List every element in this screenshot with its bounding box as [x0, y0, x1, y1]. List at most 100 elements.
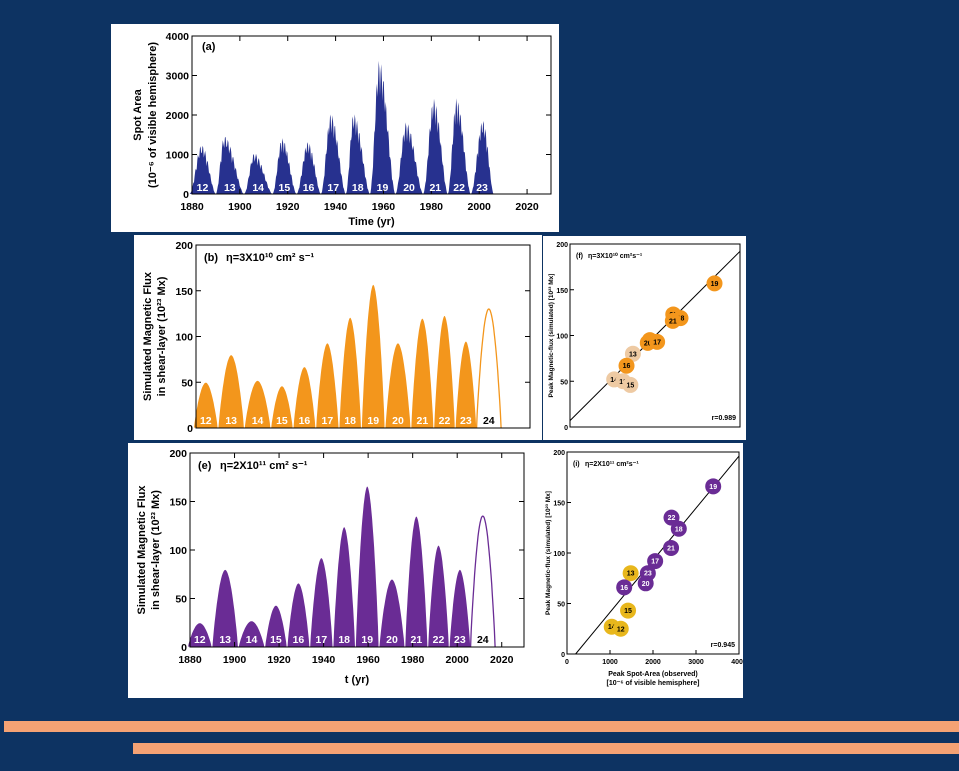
cycle-label: 22 — [453, 182, 465, 194]
chart-f-ytick-label: 0 — [564, 425, 568, 432]
chart-a-xtick-label: 1880 — [180, 201, 204, 213]
chart-i-point-label: 22 — [668, 515, 676, 522]
chart-b-ytick-label: 50 — [181, 377, 193, 389]
chart-i-xtick-label: 0 — [565, 659, 569, 666]
chart-b-cycle-15 — [270, 385, 294, 429]
chart-f-point-label: 16 — [623, 363, 631, 370]
chart-f-point-label: 13 — [629, 351, 637, 358]
cycle-label: 23 — [454, 634, 466, 646]
cycle-label: 19 — [367, 415, 379, 427]
chart-f: 050100150200192218212320171316141215(f)η… — [548, 242, 741, 432]
chart-e-cycle-16 — [286, 582, 311, 648]
chart-a-ytick-label: 1000 — [166, 150, 190, 162]
chart-b-cycle-24 — [475, 308, 502, 429]
chart-i-xtick-label: 1000 — [602, 659, 618, 666]
chart-b-cycle-16 — [292, 366, 317, 429]
spot-area-cycle-14 — [243, 153, 273, 194]
chart-a-ytick-label: 3000 — [166, 71, 190, 83]
chart-e-ylabel-line2: in shear-layer (10²³ Mx) — [150, 490, 162, 610]
cycle-label: 24 — [483, 415, 495, 427]
spot-area-cycle-19 — [369, 60, 396, 195]
cycle-label: 15 — [276, 415, 288, 427]
chart-f-point-label: 17 — [653, 339, 661, 346]
cycle-label: 21 — [429, 182, 441, 194]
chart-f-ytick-label: 50 — [560, 379, 568, 386]
chart-f-ytick-label: 150 — [556, 288, 568, 295]
chart-i-point-label: 23 — [644, 571, 652, 578]
chart-a-xtick-label: 1900 — [228, 201, 252, 213]
chart-i-point-19 — [705, 478, 722, 495]
cycle-label: 24 — [477, 634, 489, 646]
decorative-stripe-bottom — [133, 743, 959, 754]
chart-f-ytick-label: 200 — [556, 242, 568, 249]
chart-f-point-16 — [618, 357, 635, 374]
chart-b-cycle-22 — [433, 315, 456, 429]
chart-b-ytick-label: 200 — [175, 240, 193, 252]
chart-f-point-label: 19 — [711, 281, 719, 288]
spot-area-cycle-16 — [296, 142, 321, 194]
cycle-label: 15 — [270, 634, 282, 646]
cycle-label: 13 — [225, 415, 237, 427]
chart-i: 05010015020001000200030004000Peak Spot-A… — [545, 450, 747, 687]
cycle-label: 12 — [194, 634, 206, 646]
chart-a-xtick-label: 1920 — [276, 201, 300, 213]
chart-i-point-13 — [622, 565, 639, 582]
chart-e-eta-text: η=2X10¹¹ cm² s⁻¹ — [220, 460, 308, 472]
chart-i-point-label: 13 — [627, 571, 635, 578]
chart-e-cycle-24 — [469, 515, 496, 648]
chart-i-xtick-label: 4000 — [731, 659, 743, 666]
chart-e-ylabel-line1: Simulated Magnetic Flux — [136, 485, 148, 615]
chart-e-cycle-23 — [448, 568, 472, 648]
panel-b: 0 50 100 150 200 12 13 14 15 16 17 18 19 20 21 22 23 24 (b… — [134, 235, 542, 440]
chart-a-xtick-label: 1980 — [420, 201, 444, 213]
chart-e-cycle-12 — [187, 622, 213, 648]
chart-a-ytick-label: 0 — [183, 189, 189, 201]
chart-e-cycle-21 — [404, 515, 429, 648]
cycle-label: 18 — [338, 634, 350, 646]
chart-i-ytick-label: 150 — [553, 501, 565, 508]
chart-i-point-label: 15 — [624, 608, 632, 615]
chart-f-point-15 — [622, 376, 639, 393]
chart-i-point-label: 20 — [642, 581, 650, 588]
chart-i-xtick-label: 3000 — [688, 659, 704, 666]
chart-i-point-label: 12 — [617, 626, 625, 633]
cycle-label: 14 — [246, 634, 258, 646]
chart-e-ytick-label: 200 — [169, 448, 187, 460]
cycle-label: 16 — [299, 415, 311, 427]
cycle-label: 19 — [361, 634, 373, 646]
cycle-label: 16 — [293, 634, 305, 646]
chart-b-cycle-12 — [193, 381, 219, 429]
chart-a-ylabel-line2: (10⁻⁶ of visible hemisphere) — [147, 42, 159, 188]
cycle-label: 17 — [322, 415, 334, 427]
chart-i-ytick-label: 200 — [553, 450, 565, 457]
chart-b: 0 50 100 150 200 12 13 14 15 16 17 18 19 20 21 22 23 24 (b… — [142, 240, 531, 435]
cycle-label: 18 — [344, 415, 356, 427]
cycle-label: 13 — [224, 182, 236, 194]
spot-area-cycle-22 — [447, 98, 471, 194]
chart-i-point-label: 16 — [620, 585, 628, 592]
chart-e-ytick-label: 50 — [175, 594, 187, 606]
chart-i-point-label: 19 — [709, 484, 717, 491]
chart-e-xlabel: t (yr) — [345, 674, 370, 686]
chart-b-eta-text: η=3X10¹⁰ cm² s⁻¹ — [226, 252, 315, 264]
cycle-label: 16 — [303, 182, 315, 194]
chart-e-xtick-label: 1900 — [223, 654, 247, 666]
chart-e-cycle-17 — [309, 557, 334, 648]
cycle-label: 22 — [433, 634, 445, 646]
chart-i-point-21 — [663, 539, 680, 556]
cycle-label: 12 — [197, 182, 209, 194]
chart-a-xlabel: Time (yr) — [348, 216, 395, 228]
chart-i-ytick-label: 100 — [553, 551, 565, 558]
chart-e-cycle-19 — [354, 485, 380, 648]
chart-i-point-label: 17 — [651, 559, 659, 566]
cycle-label: 23 — [460, 415, 472, 427]
decorative-stripe-top — [4, 721, 959, 732]
chart-i-point-label: 18 — [675, 526, 683, 533]
chart-e-cycle-18 — [332, 526, 356, 648]
chart-f-point-19 — [706, 275, 723, 292]
chart-f-ylabel: Peak Magnetic-flux (simulated) [10²³ Mx] — [548, 274, 555, 398]
chart-b-cycle-13 — [217, 354, 245, 429]
chart-e-ytick-label: 150 — [169, 497, 187, 509]
chart-b-cycle-14 — [243, 379, 272, 429]
